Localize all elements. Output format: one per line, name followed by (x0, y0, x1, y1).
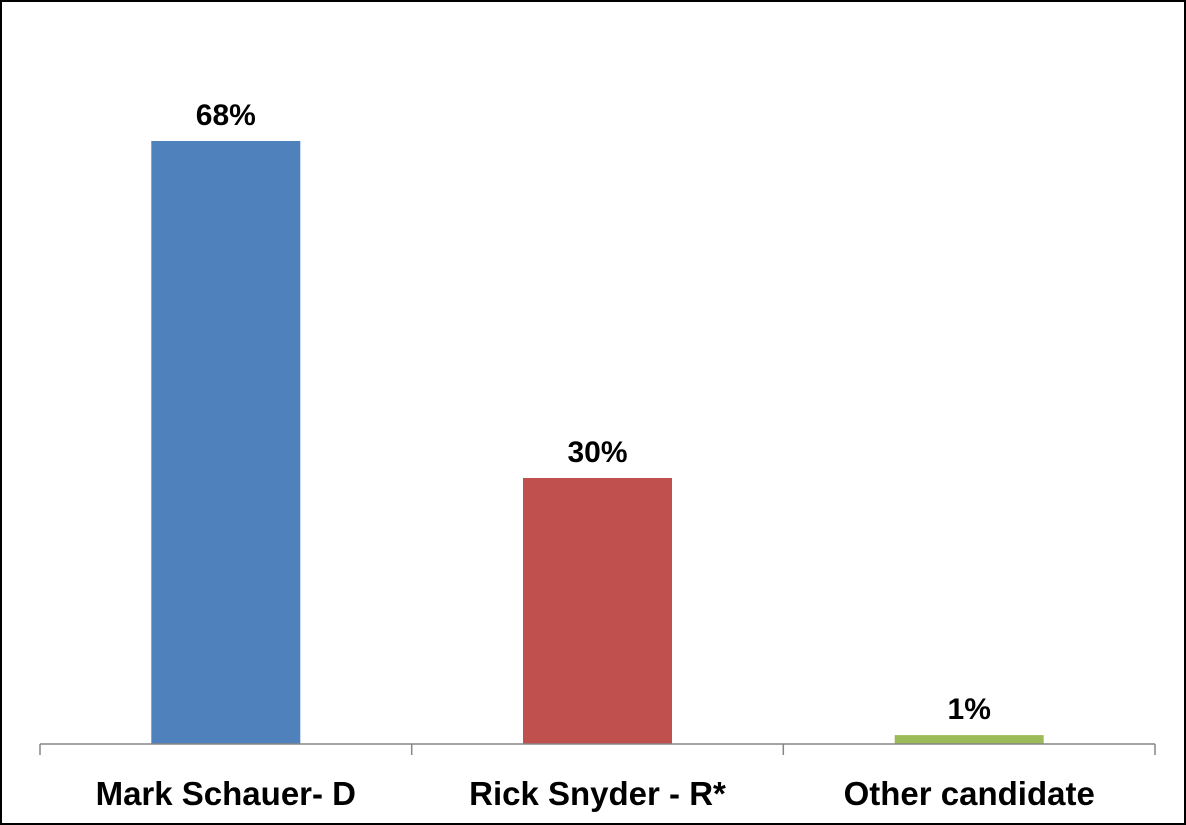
x-axis (39, 743, 1156, 755)
labels-layer: 68% Mark Schauer- D 30% Rick Snyder - R* 1% O… (96, 99, 1095, 812)
bar-2 (523, 478, 672, 744)
category-label-2: Rick Snyder - R* (469, 775, 726, 812)
data-label-3: 1% (948, 693, 991, 726)
bar-1 (151, 141, 301, 744)
bar-3 (894, 735, 1044, 744)
data-label-1: 68% (196, 99, 256, 132)
category-label-1: Mark Schauer- D (96, 775, 356, 812)
data-label-2: 30% (567, 436, 627, 469)
bars-layer (151, 141, 1044, 744)
category-label-3: Other candidate (844, 775, 1095, 812)
